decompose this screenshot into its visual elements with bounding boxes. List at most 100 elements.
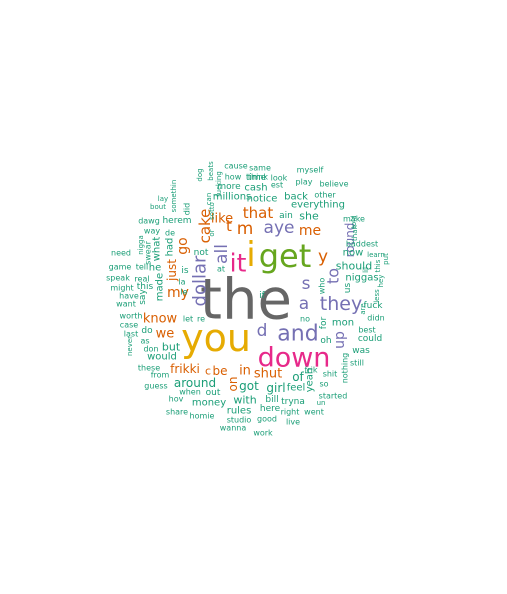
word-s: s (302, 274, 311, 294)
word-studio: studio (227, 416, 252, 425)
word-not: not (194, 248, 209, 258)
word-as: as (140, 337, 149, 346)
word-nigga: nigga (137, 235, 145, 255)
word-case: case (120, 321, 138, 330)
word-niggas: niggas (345, 273, 378, 284)
word-this: this (374, 259, 382, 272)
word-round: round (343, 223, 357, 258)
word-all: all (212, 244, 232, 264)
word-feel: feel (287, 383, 306, 394)
word-didn: didn (367, 314, 384, 323)
word-look: look (271, 174, 288, 183)
word-like: like (211, 212, 233, 227)
word-he: he (149, 263, 162, 274)
word-got: got (239, 379, 259, 393)
word-this: this (137, 282, 154, 292)
word-frikki: frikki (170, 362, 200, 376)
word-swear: swear (144, 240, 153, 265)
word-d: d (257, 321, 268, 341)
word-make: make (343, 215, 365, 224)
word-it: it (230, 249, 247, 278)
word-say: say (138, 289, 148, 305)
word-notice: notice (247, 194, 278, 205)
word-other: other (314, 191, 336, 200)
word-lay: lay (158, 195, 168, 203)
word-bout: bout (150, 203, 166, 211)
word-was: was (352, 346, 370, 356)
word-hey: hey (377, 275, 385, 288)
word-get: get (259, 237, 312, 275)
word-down: down (258, 343, 331, 374)
word-did: did (183, 203, 192, 215)
word-real: real (134, 275, 149, 284)
word-fucking: fucking (215, 171, 223, 197)
word-so: so (319, 380, 328, 389)
word-know: know (143, 312, 178, 327)
word-wanna: wanna (220, 424, 247, 433)
word-frik: frik (305, 366, 318, 375)
word-back: back (284, 192, 308, 203)
word-me: me (299, 223, 321, 239)
word-work: work (253, 429, 273, 438)
word-y: y (318, 247, 328, 267)
word-less: less (373, 289, 381, 303)
word-of: of (292, 370, 304, 384)
word-made: made (155, 273, 166, 301)
word-share: share (166, 408, 188, 417)
word-sotto: sotto (208, 202, 216, 220)
word-are: are (359, 303, 367, 314)
word-that: that (243, 204, 274, 222)
word-than: than (351, 225, 359, 241)
word-la: la (178, 278, 185, 287)
word-everything: everything (291, 200, 345, 211)
word-if: if (259, 291, 266, 301)
word-way: way (144, 227, 160, 236)
word-game: game (109, 263, 132, 272)
word-hov: hov (169, 395, 184, 404)
word-play: play (296, 178, 313, 187)
word-a: a (299, 294, 309, 314)
word-need: need (111, 249, 131, 258)
word-these: these (138, 364, 160, 373)
word-est: est (271, 181, 283, 190)
word-have: have (119, 292, 139, 301)
word-but: but (162, 341, 181, 354)
word-went: went (304, 408, 324, 417)
word-from: from (151, 371, 170, 380)
word-t: t (226, 217, 232, 235)
word-girl: girl (266, 381, 285, 395)
word-cause: cause (224, 162, 248, 171)
word-dollar: dollar (190, 255, 211, 306)
word-still: still (350, 359, 364, 368)
word-the: the (200, 268, 292, 333)
word-best: best (358, 326, 375, 335)
word-now: now (343, 248, 364, 259)
word-learn: learn (367, 251, 385, 259)
word-out: out (206, 388, 221, 398)
word-myself: myself (297, 166, 324, 175)
word-with: with (233, 394, 256, 407)
word-live: live (286, 418, 300, 427)
word-how: how (225, 173, 242, 182)
word-my: my (167, 285, 189, 301)
word-money: money (192, 398, 226, 409)
word-told: told (350, 215, 358, 228)
word-shut: shut (254, 367, 282, 382)
word-c: c (205, 365, 211, 378)
word-cash: cash (244, 183, 267, 194)
word-when: when (179, 388, 201, 397)
word-bill: bill (265, 395, 278, 405)
word-go: go (175, 237, 191, 254)
word-aye: aye (264, 218, 295, 238)
word-re: re (197, 315, 205, 324)
word-worth: worth (120, 312, 143, 321)
word-oh: oh (320, 336, 331, 346)
word-shit: shit (323, 370, 338, 379)
word-last: last (124, 330, 138, 339)
word-right: right (281, 408, 300, 417)
word-just: just (165, 259, 179, 282)
word-what: what (152, 237, 163, 262)
word-be: be (213, 364, 228, 378)
word-tell: tell (136, 263, 149, 272)
word-beats: beats (207, 161, 215, 181)
